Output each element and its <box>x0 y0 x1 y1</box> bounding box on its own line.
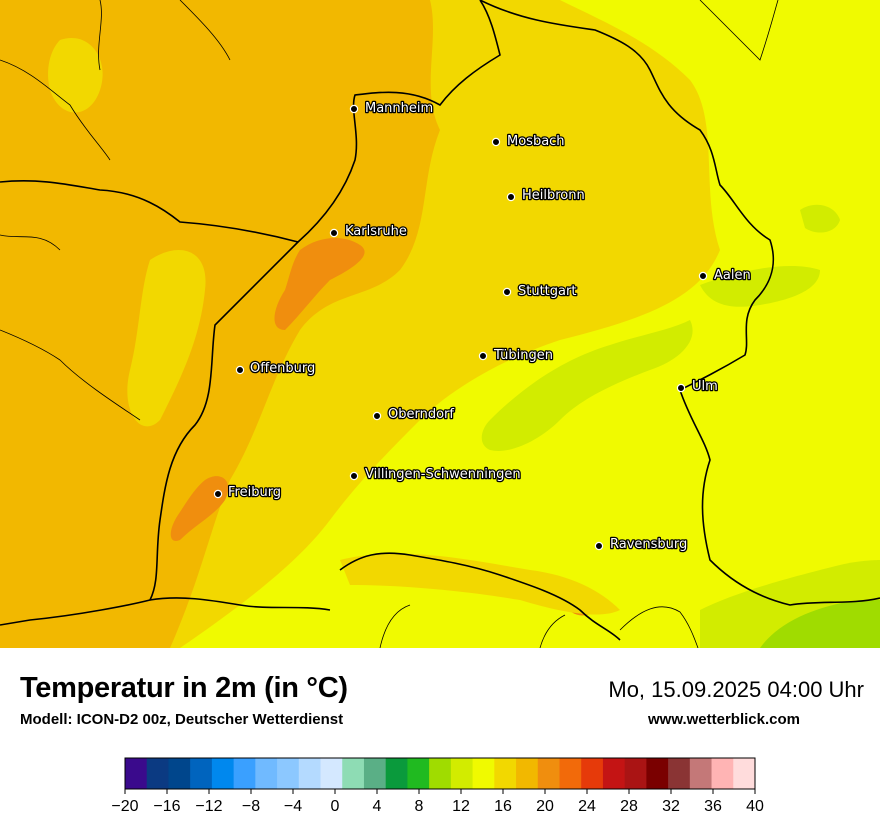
legend-tick-label: 16 <box>494 798 512 815</box>
legend-swatch <box>320 758 343 789</box>
legend-tick-label: −8 <box>242 798 260 815</box>
legend-swatch <box>537 758 560 789</box>
map-title: Temperatur in 2m (in °C) <box>20 672 348 704</box>
legend-swatch <box>646 758 669 789</box>
legend-swatch <box>277 758 300 789</box>
city-marker-oberndorf: Oberndorf <box>372 406 456 423</box>
temp-field-18-20-nw <box>48 38 103 113</box>
legend-tick-label: 40 <box>746 798 764 815</box>
city-marker-stuttgart: Stuttgart <box>502 283 578 300</box>
legend-tick-label: −16 <box>153 798 180 815</box>
legend-tick-label: 0 <box>331 798 340 815</box>
legend-tick-label: 24 <box>578 798 596 815</box>
city-label-mannheim: Mannheim <box>365 101 433 116</box>
legend-swatch <box>190 758 213 789</box>
city-markers: Mannheim Mosbach Heilbronn Karlsruhe Aal… <box>213 100 752 553</box>
legend-swatch <box>125 758 148 789</box>
city-marker-mannheim: Mannheim <box>349 100 434 117</box>
city-label-ulm: Ulm <box>692 379 718 394</box>
city-label-villingen: Villingen-Schwenningen <box>365 467 521 482</box>
legend-frame <box>124 757 756 790</box>
forecast-datetime: Mo, 15.09.2025 04:00 Uhr <box>608 677 864 702</box>
temp-field-12-14-allgaeu <box>760 600 880 648</box>
legend-swatch <box>450 758 473 789</box>
legend-tick-label: 28 <box>620 798 638 815</box>
temp-field-14-16-ne <box>800 204 840 233</box>
legend-tick-label: 12 <box>452 798 470 815</box>
city-label-offenburg: Offenburg <box>250 361 315 376</box>
model-source: Modell: ICON-D2 00z, Deutscher Wetterdie… <box>20 711 344 728</box>
city-marker-tuebingen: Tübingen <box>478 347 554 364</box>
legend-tick-label: 32 <box>662 798 680 815</box>
legend-swatch <box>668 758 691 789</box>
city-label-stuttgart: Stuttgart <box>518 284 576 299</box>
legend-swatch <box>168 758 191 789</box>
temp-field-18-20-bodensee <box>340 553 620 615</box>
legend-swatch <box>494 758 517 789</box>
legend-swatch <box>146 758 169 789</box>
legend-swatch <box>407 758 430 789</box>
legend-tick-label: −12 <box>195 798 222 815</box>
city-label-aalen: Aalen <box>714 268 751 283</box>
legend-tick-label: 36 <box>704 798 722 815</box>
temp-field-22-24-freiburg <box>170 476 229 541</box>
legend-tick-label: 20 <box>536 798 554 815</box>
legend-swatch <box>624 758 647 789</box>
city-marker-ulm: Ulm <box>676 378 719 395</box>
legend-tick-label: 8 <box>415 798 424 815</box>
map-canvas: Mannheim Mosbach Heilbronn Karlsruhe Aal… <box>0 0 880 648</box>
city-label-freiburg: Freiburg <box>228 485 281 500</box>
website-link[interactable]: www.wetterblick.com <box>648 711 800 728</box>
legend-swatch <box>233 758 256 789</box>
legend-swatch <box>255 758 278 789</box>
legend-swatch <box>516 758 539 789</box>
city-marker-ravensburg: Ravensburg <box>594 536 689 553</box>
city-marker-offenburg: Offenburg <box>235 360 317 377</box>
city-label-karlsruhe: Karlsruhe <box>345 224 407 239</box>
city-label-ravensburg: Ravensburg <box>610 537 687 552</box>
temp-field-18-20-west <box>127 250 206 427</box>
legend-swatch <box>602 758 626 789</box>
city-marker-villingen: Villingen-Schwenningen <box>349 466 522 483</box>
city-label-heilbronn: Heilbronn <box>522 188 585 203</box>
legend-swatch <box>559 758 582 789</box>
legend-swatch <box>342 758 365 789</box>
legend-colorbar: −20 −16 −12 −8 −4 0 4 8 12 16 20 24 28 32 36 40 <box>111 757 764 815</box>
city-marker-heilbronn: Heilbronn <box>506 187 586 204</box>
legend-swatch <box>298 758 321 789</box>
temp-field-20-22 <box>0 0 440 648</box>
state-borders <box>0 0 880 641</box>
district-borders <box>0 0 779 648</box>
temp-field-14-16-ostalb <box>700 265 820 307</box>
city-marker-aalen: Aalen <box>698 267 752 284</box>
legend-tick-label: −4 <box>284 798 302 815</box>
legend-swatch <box>733 758 756 789</box>
legend-swatch <box>385 758 408 789</box>
color-legend: −20 −16 −12 −8 −4 0 4 8 12 16 20 24 28 32 36 40 <box>104 756 776 826</box>
city-marker-freiburg: Freiburg <box>213 484 282 501</box>
temperature-map: Mannheim Mosbach Heilbronn Karlsruhe Aal… <box>0 0 880 648</box>
city-marker-mosbach: Mosbach <box>491 133 566 150</box>
legend-swatch <box>472 758 495 789</box>
city-label-oberndorf: Oberndorf <box>388 407 454 422</box>
city-marker-karlsruhe: Karlsruhe <box>329 223 408 240</box>
legend-swatch <box>211 758 235 789</box>
city-label-tuebingen: Tübingen <box>493 348 553 363</box>
legend-swatch <box>429 758 452 789</box>
legend-tick-label: −20 <box>111 798 138 815</box>
temp-field-14-16-alb <box>481 320 693 451</box>
legend-swatches <box>125 758 756 789</box>
city-label-mosbach: Mosbach <box>507 134 565 149</box>
legend-swatch <box>689 758 712 789</box>
legend-tick-label: 4 <box>373 798 382 815</box>
temp-field-22-24-karlsruhe <box>274 238 365 330</box>
legend-swatch <box>711 758 734 789</box>
legend-ticks: −20 −16 −12 −8 −4 0 4 8 12 16 20 24 28 32 36 40 <box>111 789 764 815</box>
legend-swatch <box>363 758 387 789</box>
legend-swatch <box>581 758 604 789</box>
